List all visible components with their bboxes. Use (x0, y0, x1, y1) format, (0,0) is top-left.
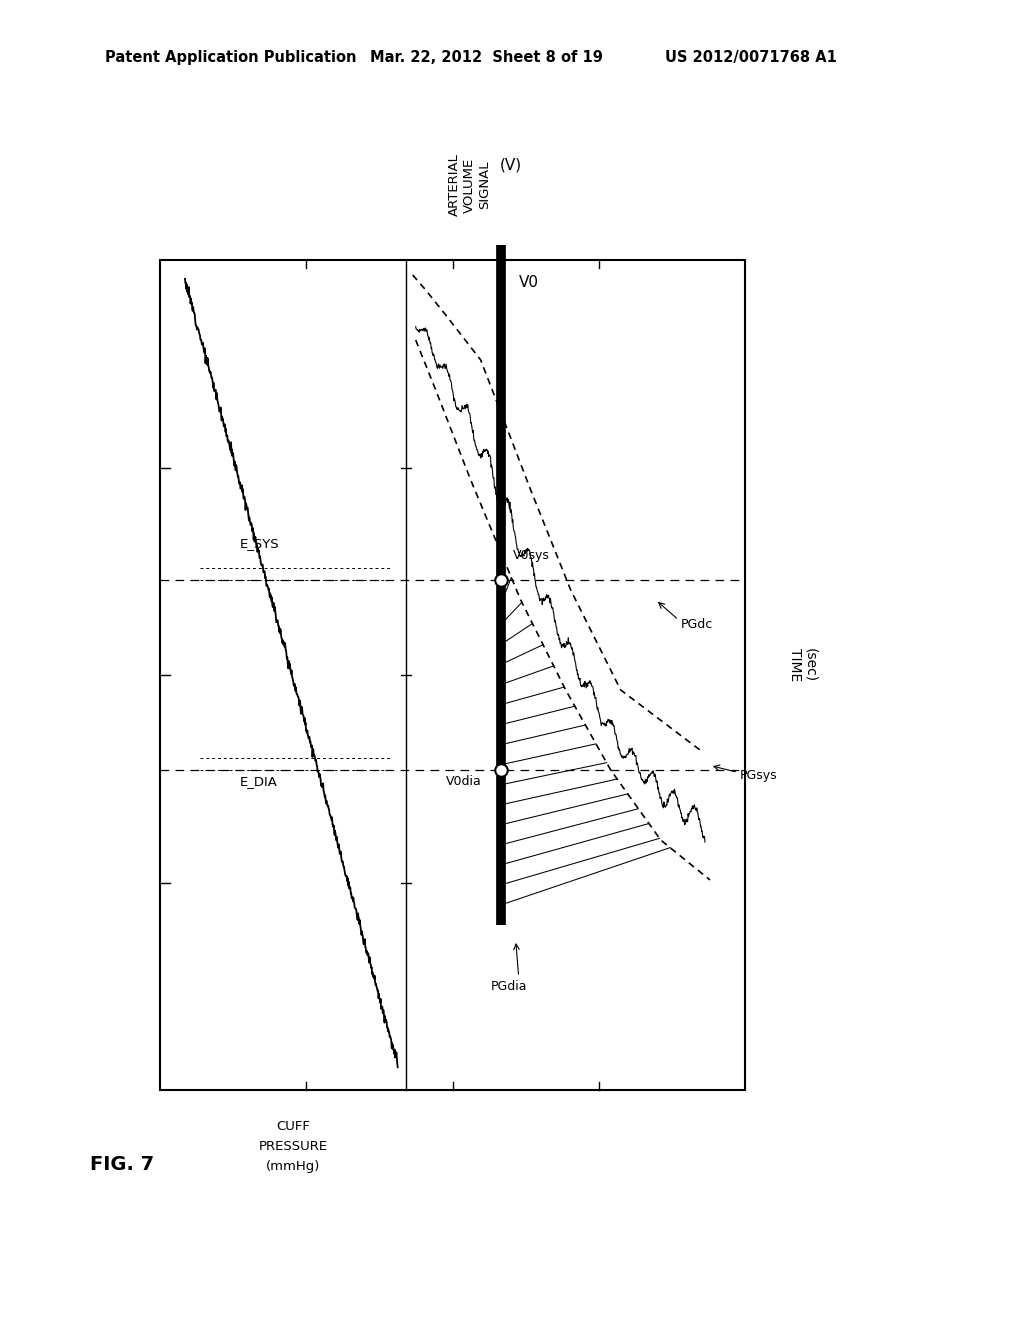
Text: PGdc: PGdc (681, 619, 713, 631)
Text: CUFF: CUFF (275, 1119, 310, 1133)
Text: FIG. 7: FIG. 7 (90, 1155, 155, 1173)
Text: (mmHg): (mmHg) (265, 1160, 321, 1173)
Text: SIGNAL: SIGNAL (478, 161, 490, 210)
Text: Patent Application Publication: Patent Application Publication (105, 50, 356, 65)
Text: ARTERIAL: ARTERIAL (447, 153, 461, 216)
Text: PGdia: PGdia (490, 979, 527, 993)
Text: E_SYS: E_SYS (240, 536, 280, 549)
Text: (sec): (sec) (803, 648, 817, 682)
Text: (V): (V) (500, 157, 522, 173)
Text: PGsys: PGsys (740, 770, 777, 781)
Text: E_DIA: E_DIA (240, 775, 278, 788)
Text: TIME: TIME (788, 648, 802, 681)
Bar (160, 260, 745, 1090)
Text: US 2012/0071768 A1: US 2012/0071768 A1 (665, 50, 837, 65)
Text: V0dia: V0dia (445, 775, 481, 788)
Text: PRESSURE: PRESSURE (258, 1140, 328, 1152)
Text: V0sys: V0sys (513, 549, 550, 561)
Text: Mar. 22, 2012  Sheet 8 of 19: Mar. 22, 2012 Sheet 8 of 19 (370, 50, 603, 65)
Text: V0: V0 (519, 275, 539, 290)
Text: VOLUME: VOLUME (463, 157, 476, 213)
